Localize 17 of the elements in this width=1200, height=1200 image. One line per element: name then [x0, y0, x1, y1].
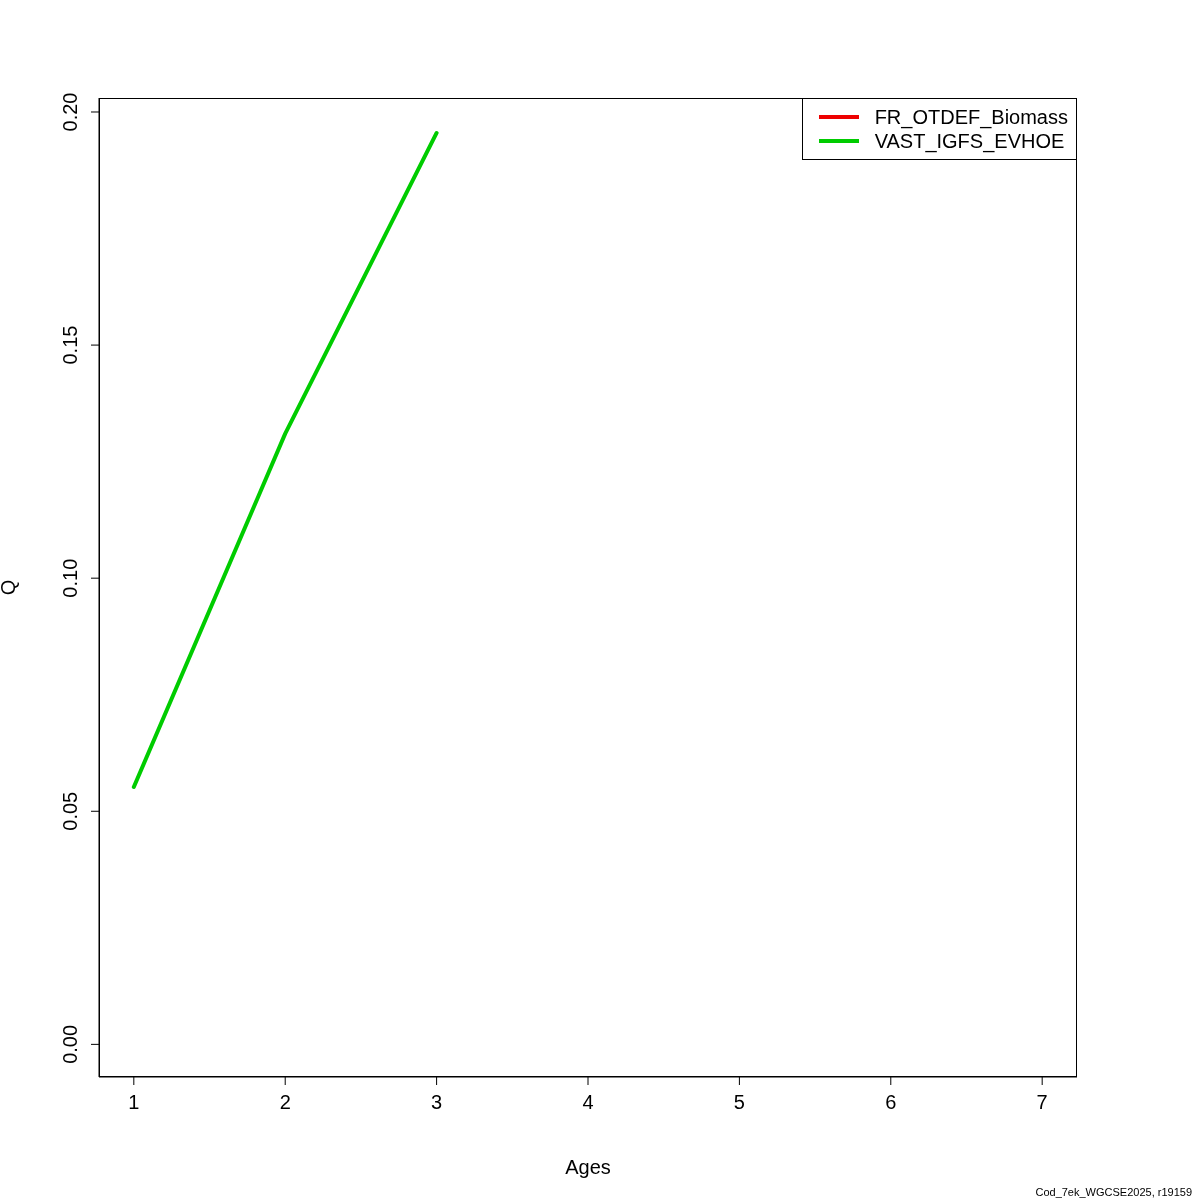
- legend-label: VAST_IGFS_EVHOE: [874, 129, 1065, 153]
- x-tick-label: 1: [128, 1091, 140, 1114]
- text: Cod_7ek_WGCSE2025, r19159: [1035, 1186, 1192, 1198]
- y-tick-label: 0.05: [59, 791, 81, 831]
- x-tick-label: 5: [733, 1091, 745, 1114]
- x-tick-label: 6: [885, 1091, 897, 1114]
- x-tick-label: 2: [279, 1091, 291, 1114]
- legend-label: FR_OTDEF_Biomass: [874, 105, 1068, 129]
- x-tick-label: 3: [431, 1091, 443, 1114]
- y-tick-label: 0.15: [59, 325, 81, 365]
- x-tick-label: 4: [582, 1091, 594, 1114]
- y-tick-label: 0.10: [59, 558, 81, 598]
- y-axis-title: Q: [0, 579, 20, 596]
- y-tick-label: 0.00: [59, 1024, 81, 1064]
- x-tick-label: 7: [1036, 1091, 1048, 1114]
- y-tick-label: 0.20: [59, 92, 81, 132]
- x-axis-title: Ages: [565, 1156, 611, 1178]
